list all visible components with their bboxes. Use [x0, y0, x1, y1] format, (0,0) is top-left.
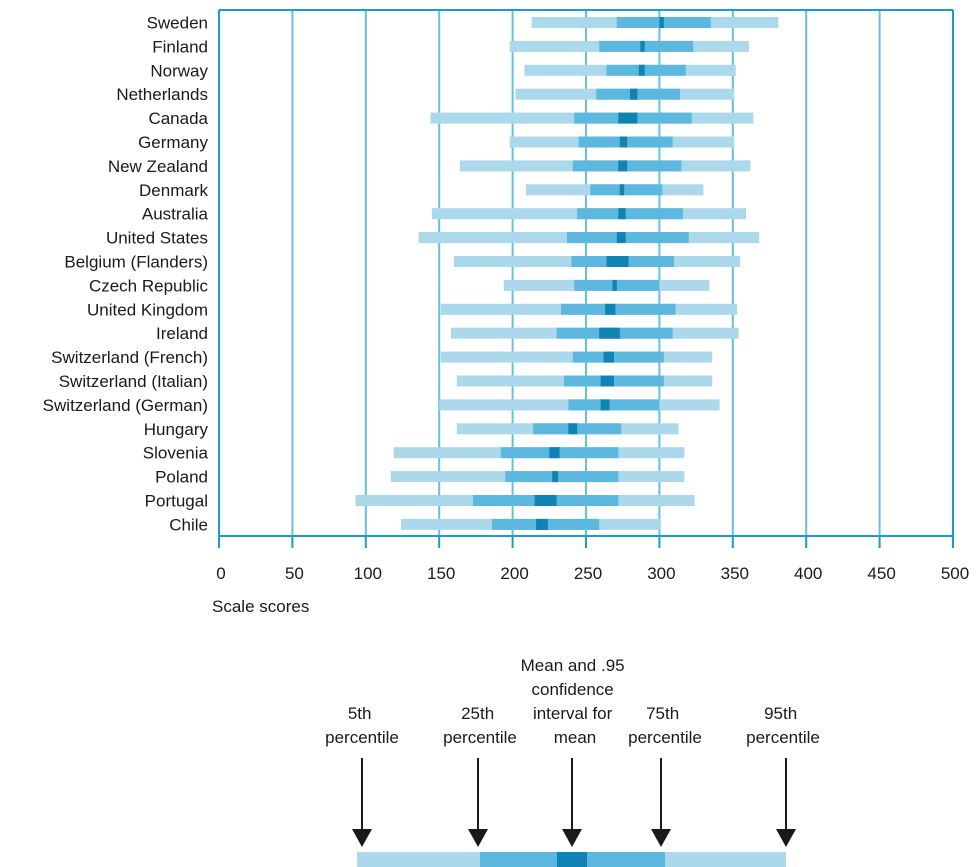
country-label-portugal: Portugal [145, 492, 208, 511]
legend-mean-label: Mean and .95 confidence interval for mea… [521, 656, 630, 747]
bar-inner-united-kingdom [561, 303, 676, 315]
country-label-sweden: Sweden [147, 14, 208, 33]
tick-label-500: 500 [941, 564, 969, 583]
country-label-united-states: United States [106, 229, 208, 248]
bar-inner-hungary [533, 423, 622, 435]
bar-mean-ireland [599, 327, 620, 339]
bar-inner-poland [505, 471, 619, 483]
country-label-switzerland-german: Switzerland (German) [43, 396, 208, 415]
country-label-denmark: Denmark [139, 181, 208, 200]
legend-p95-line-1: 95th [764, 704, 797, 723]
legend-p75-arrow-head [651, 829, 671, 847]
bar-mean-denmark [619, 184, 625, 196]
bar-mean-new-zealand [618, 160, 628, 172]
country-label-slovenia: Slovenia [143, 444, 209, 463]
country-label-united-kingdom: United Kingdom [87, 300, 208, 319]
bar-mean-switzerland-german [600, 399, 610, 411]
country-label-switzerland-italian: Switzerland (Italian) [59, 372, 208, 391]
tick-label-250: 250 [574, 564, 602, 583]
country-label-ireland: Ireland [156, 324, 208, 343]
bar-mean-sweden [659, 17, 664, 28]
tick-label-50: 50 [285, 564, 304, 583]
bar-mean-czech-republic [612, 279, 617, 291]
bar-inner-netherlands [596, 88, 680, 100]
legend-mean-line-3: interval for [533, 704, 613, 723]
legend-p25-label: 25th percentile [443, 704, 517, 747]
bar-inner-denmark [590, 184, 663, 196]
x-axis-ticks: 0 50 100 150 200 250 300 350 400 450 500 [216, 536, 969, 583]
x-axis-label: Scale scores [212, 597, 309, 616]
legend-mean-line-2: confidence [532, 680, 614, 699]
bar-mean-hungary [568, 423, 578, 435]
bar-mean-norway [638, 64, 645, 76]
legend-mean-line-1: Mean and .95 [521, 656, 625, 675]
country-label-germany: Germany [138, 133, 208, 152]
bar-mean-canada [618, 112, 638, 124]
bar-mean-united-states [616, 232, 626, 244]
bar-inner-united-states [566, 232, 689, 244]
legend-p95-arrow-head [776, 829, 796, 847]
legend-arrows [352, 758, 796, 847]
bar-mean-poland [552, 471, 559, 483]
legend-p25-line-1: 25th [461, 704, 494, 723]
country-label-switzerland-french: Switzerland (French) [51, 348, 208, 367]
legend-mean-arrow-head [562, 829, 582, 847]
bar-mean-chile [536, 518, 548, 530]
tick-label-350: 350 [721, 564, 749, 583]
legend-p5-label: 5th percentile [325, 704, 399, 747]
country-label-canada: Canada [148, 109, 208, 128]
legend-p5-arrow-head [352, 829, 372, 847]
bar-inner-switzerland-german [568, 399, 660, 411]
tick-label-150: 150 [427, 564, 455, 583]
bar-mean-australia [618, 208, 626, 220]
country-label-poland: Poland [155, 468, 208, 487]
tick-label-0: 0 [216, 564, 225, 583]
legend: Mean and .95 confidence interval for mea… [325, 656, 820, 867]
tick-label-400: 400 [794, 564, 822, 583]
country-label-belgium-flanders: Belgium (Flanders) [64, 253, 208, 272]
bar-mean-finland [640, 40, 645, 52]
legend-p95-label: 95th percentile [746, 704, 820, 747]
bar-mean-netherlands [630, 88, 638, 100]
country-label-chile: Chile [169, 515, 208, 534]
country-label-norway: Norway [150, 61, 208, 80]
tick-label-300: 300 [647, 564, 675, 583]
legend-p5-line-2: percentile [325, 728, 399, 747]
bar-mean-portugal [534, 495, 557, 506]
legend-p75-label: 75th percentile [628, 704, 702, 747]
legend-p5-line-1: 5th [348, 704, 372, 723]
country-label-czech-republic: Czech Republic [89, 276, 209, 295]
bar-mean-germany [619, 136, 628, 148]
country-bars [355, 17, 779, 530]
bar-inner-norway [606, 64, 686, 76]
bar-mean-switzerland-italian [600, 375, 614, 387]
country-label-hungary: Hungary [144, 420, 209, 439]
bar-inner-australia [577, 208, 683, 220]
bar-mean-belgium-flanders [606, 256, 629, 267]
legend-p95-line-2: percentile [746, 728, 820, 747]
bar-mean-slovenia [549, 447, 560, 459]
legend-p75-line-2: percentile [628, 728, 702, 747]
legend-mean-line-4: mean [554, 728, 597, 747]
legend-p25-arrow-head [468, 829, 488, 847]
country-label-finland: Finland [152, 37, 208, 56]
bar-inner-switzerland-french [572, 351, 664, 363]
country-label-australia: Australia [142, 205, 209, 224]
tick-label-200: 200 [500, 564, 528, 583]
legend-p75-line-1: 75th [646, 704, 679, 723]
country-label-netherlands: Netherlands [116, 85, 208, 104]
country-labels: Sweden Finland Norway Netherlands Canada Germ… [43, 14, 209, 535]
tick-label-100: 100 [354, 564, 382, 583]
bar-inner-finland [599, 40, 694, 52]
country-label-new-zealand: New Zealand [108, 157, 208, 176]
bar-mean-switzerland-french [603, 351, 614, 363]
legend-p25-line-2: percentile [443, 728, 517, 747]
legend-bar-mean [557, 852, 587, 867]
tick-label-450: 450 [867, 564, 895, 583]
bar-mean-united-kingdom [605, 303, 616, 315]
